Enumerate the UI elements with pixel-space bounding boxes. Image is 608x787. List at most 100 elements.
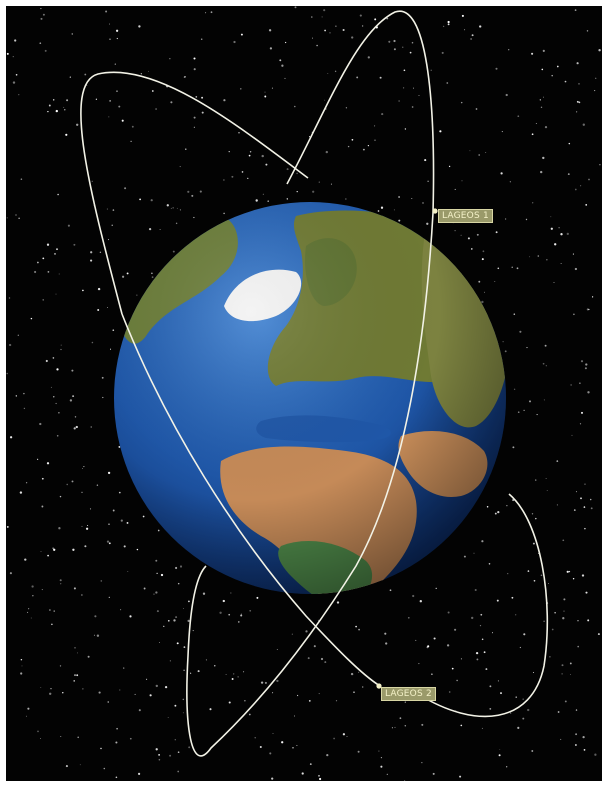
star — [59, 579, 62, 582]
star — [412, 594, 415, 598]
star — [121, 119, 124, 122]
star — [64, 109, 66, 111]
star-field — [6, 6, 601, 781]
star — [81, 594, 83, 596]
star — [543, 399, 545, 401]
star — [550, 216, 552, 218]
star — [223, 99, 226, 102]
star — [267, 200, 269, 202]
star — [342, 733, 346, 736]
star — [527, 708, 530, 712]
star — [191, 194, 194, 197]
star — [326, 753, 329, 757]
star — [101, 376, 104, 379]
star — [469, 150, 471, 152]
star — [21, 665, 23, 667]
star — [118, 491, 121, 494]
star — [85, 527, 89, 530]
star — [495, 231, 498, 234]
star — [294, 715, 295, 717]
star — [313, 645, 316, 648]
star — [478, 280, 481, 283]
star — [580, 185, 582, 187]
star — [385, 642, 388, 645]
star — [342, 28, 345, 32]
star — [228, 701, 231, 704]
star — [108, 542, 111, 545]
star — [540, 106, 543, 109]
star — [498, 754, 501, 757]
star — [131, 125, 134, 128]
star — [84, 545, 87, 548]
star — [446, 82, 449, 84]
star — [175, 222, 178, 225]
star — [129, 737, 132, 740]
star — [264, 681, 267, 684]
star — [58, 527, 61, 530]
star — [51, 623, 53, 626]
star — [554, 243, 557, 246]
star — [563, 598, 566, 601]
star — [31, 585, 34, 588]
star — [187, 619, 190, 623]
star — [495, 67, 498, 70]
star — [93, 634, 95, 636]
star — [336, 601, 340, 604]
star — [77, 652, 78, 654]
star — [193, 126, 195, 128]
star — [568, 570, 571, 573]
star — [403, 69, 406, 72]
star — [324, 29, 326, 32]
star — [312, 37, 314, 39]
star — [156, 572, 158, 575]
star — [118, 105, 121, 108]
star — [381, 113, 384, 116]
star — [175, 566, 178, 570]
star — [546, 259, 548, 261]
star — [535, 123, 537, 125]
star — [321, 16, 323, 18]
star — [577, 619, 579, 622]
star — [269, 752, 272, 755]
star — [522, 698, 524, 700]
star — [87, 655, 90, 658]
star — [6, 372, 8, 375]
star — [529, 256, 531, 258]
star — [123, 667, 125, 669]
star — [475, 651, 479, 655]
star — [268, 29, 272, 32]
star — [190, 672, 192, 674]
star — [53, 396, 55, 398]
star — [426, 222, 429, 225]
star — [350, 672, 354, 676]
star — [515, 696, 517, 698]
star — [505, 218, 507, 220]
star — [460, 101, 463, 104]
star — [497, 510, 500, 514]
star — [402, 87, 405, 89]
star — [374, 125, 376, 127]
star — [399, 717, 402, 720]
star — [52, 357, 55, 359]
star — [380, 765, 383, 768]
star — [164, 685, 168, 689]
star — [40, 8, 42, 10]
star — [398, 219, 401, 222]
star — [367, 56, 370, 59]
star — [585, 591, 588, 594]
star — [60, 348, 62, 351]
star — [537, 255, 540, 257]
star — [30, 317, 33, 320]
star — [361, 25, 364, 27]
star — [179, 166, 181, 168]
star — [471, 34, 474, 37]
star — [73, 680, 75, 682]
star — [292, 747, 294, 749]
star — [146, 678, 148, 680]
star — [140, 73, 142, 75]
star — [582, 123, 585, 126]
star — [515, 614, 517, 616]
star — [474, 588, 477, 592]
star — [91, 341, 94, 344]
star — [374, 139, 376, 141]
